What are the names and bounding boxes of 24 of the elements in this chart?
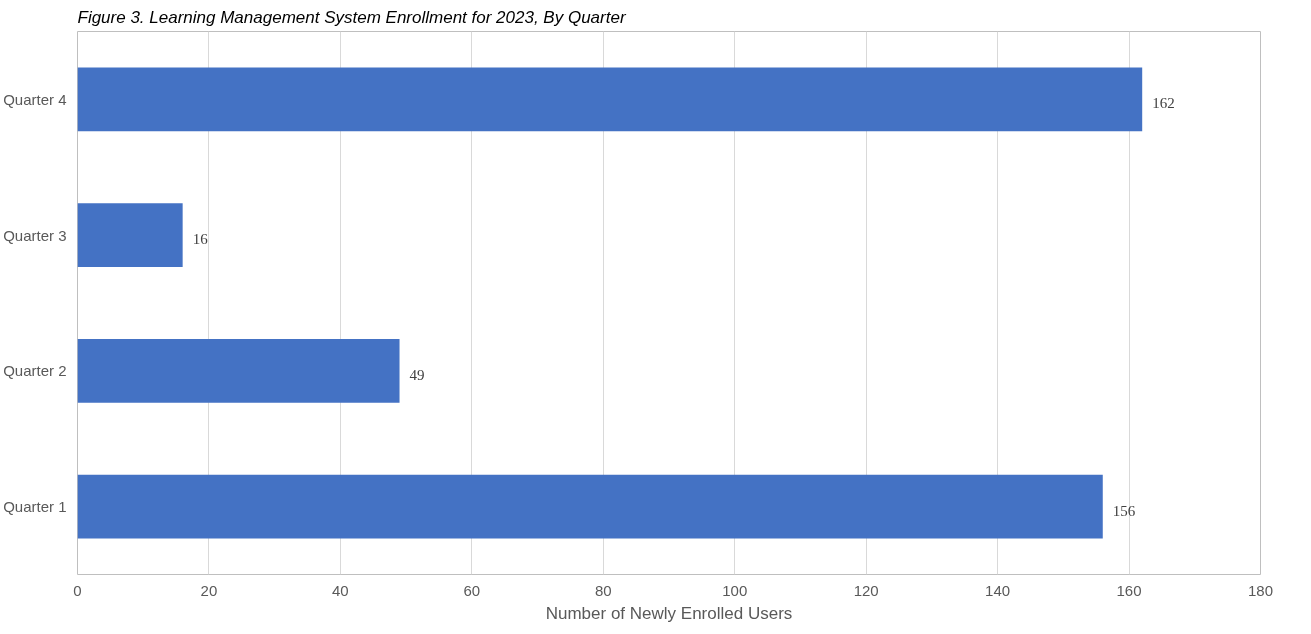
x-tick-label: 40 [332,581,349,599]
x-tick-label: 160 [1116,581,1142,599]
y-tick-label: Quarter 2 [3,362,67,380]
bar [77,338,400,403]
bar [77,474,1103,539]
y-tick-label: Quarter 1 [3,498,67,516]
x-tick-label: 60 [463,581,481,599]
x-tick-label: 80 [594,581,612,599]
chart-title: Figure 3. Learning Management System Enrollment for 2023, By Quarter [77,7,627,27]
y-tick-label: Quarter 3 [3,226,67,244]
x-axis-title: Number of Newly Enrolled Users [545,603,793,623]
x-tick-label: 100 [722,581,748,599]
x-tick-label: 0 [73,581,82,599]
x-tick-label: 120 [853,581,879,599]
x-tick-label: 140 [985,581,1011,599]
data-label: 162 [1152,95,1175,112]
x-tick-label: 20 [200,581,218,599]
y-tick-label: Quarter 4 [3,90,67,108]
bar [77,203,183,268]
bar [77,67,1143,132]
data-label: 16 [192,231,209,248]
data-label: 156 [1112,502,1136,519]
data-label: 49 [409,366,425,383]
x-tick-label: 180 [1247,581,1274,599]
